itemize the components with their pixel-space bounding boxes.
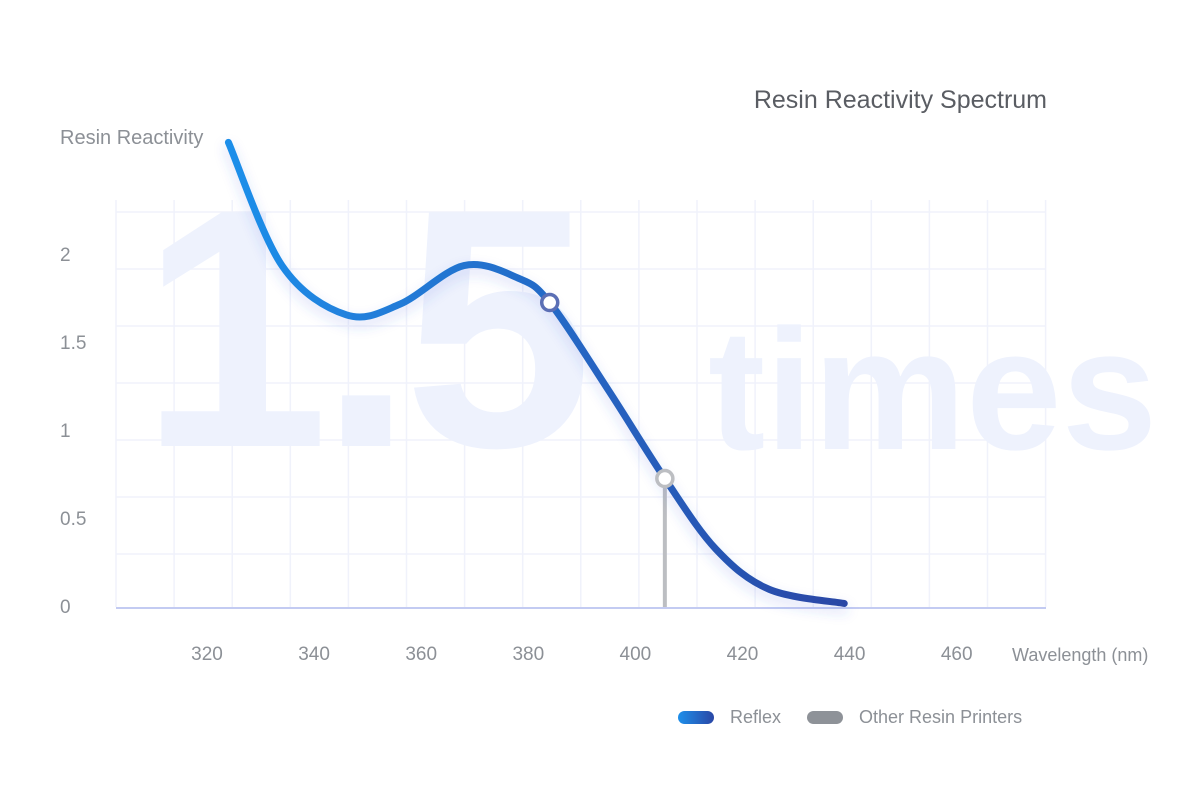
x-tick-label: 420 [727, 644, 759, 665]
x-axis-label: Wavelength (nm) [1012, 645, 1148, 665]
y-tick-label: 0 [60, 597, 71, 618]
y-tick-label: 1.5 [60, 333, 86, 354]
x-tick-label: 400 [620, 644, 652, 665]
legend-item-reflex[interactable]: Reflex [678, 707, 781, 728]
legend-swatch-reflex [678, 711, 714, 724]
series-line-reflex [224, 138, 848, 607]
watermark-number: 1.5 [140, 139, 584, 519]
x-tick-label: 460 [941, 644, 973, 665]
x-tick-label: 440 [834, 644, 866, 665]
x-tick-label: 380 [512, 644, 544, 665]
legend-item-other[interactable]: Other Resin Printers [807, 707, 1022, 728]
marker-reflex [539, 292, 560, 313]
x-tick-label: 320 [191, 644, 223, 665]
marker-other [655, 468, 675, 489]
legend-swatch-other [807, 711, 844, 724]
y-tick-label: 2 [60, 245, 71, 266]
legend-label: Other Resin Printers [859, 707, 1023, 727]
legend: Reflex Other Resin Printers [678, 707, 1048, 728]
x-tick-label: 340 [298, 644, 330, 665]
x-tick-label: 360 [405, 644, 437, 665]
y-tick-label: 0.5 [60, 509, 86, 530]
chart-title: Resin Reactivity Spectrum [753, 86, 1047, 114]
y-axis-label: Resin Reactivity [60, 127, 203, 149]
watermark-word: times [708, 294, 1157, 486]
y-tick-label: 1 [60, 421, 71, 442]
legend-label: Reflex [730, 707, 782, 727]
